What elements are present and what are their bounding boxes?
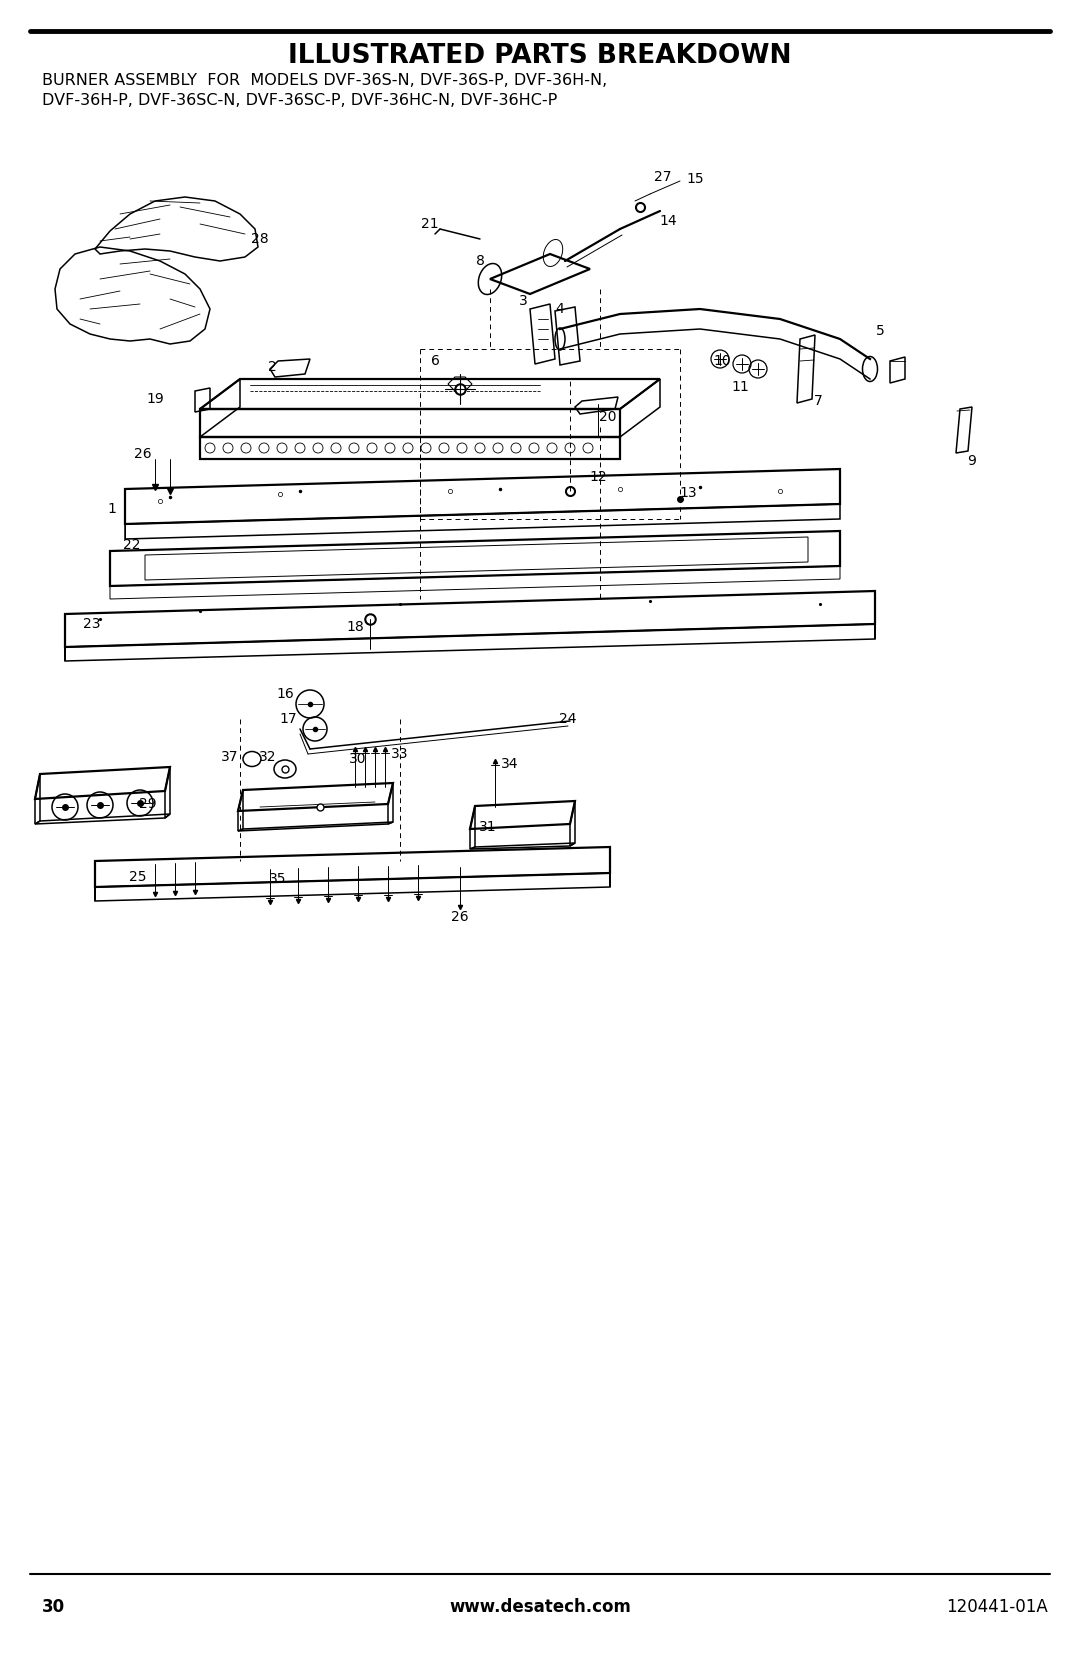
Text: 10: 10: [713, 354, 731, 367]
Text: 16: 16: [276, 688, 294, 701]
Text: 15: 15: [686, 172, 704, 185]
Text: 26: 26: [134, 447, 152, 461]
Text: 30: 30: [42, 1597, 65, 1616]
Text: 35: 35: [269, 871, 287, 886]
Text: 5: 5: [876, 324, 885, 339]
Text: 30: 30: [349, 753, 367, 766]
Text: 34: 34: [501, 758, 518, 771]
Text: 17: 17: [280, 713, 297, 726]
Text: 6: 6: [431, 354, 440, 367]
Text: 26: 26: [451, 910, 469, 925]
Text: DVF-36H-P, DVF-36SC-N, DVF-36SC-P, DVF-36HC-N, DVF-36HC-P: DVF-36H-P, DVF-36SC-N, DVF-36SC-P, DVF-3…: [42, 93, 557, 108]
Text: 18: 18: [346, 619, 364, 634]
Text: 2: 2: [268, 361, 276, 374]
Text: www.desatech.com: www.desatech.com: [449, 1597, 631, 1616]
Text: 33: 33: [391, 748, 408, 761]
Text: 22: 22: [123, 537, 140, 552]
Text: 32: 32: [259, 749, 276, 764]
Text: 8: 8: [475, 254, 485, 269]
Text: BURNER ASSEMBLY  FOR  MODELS DVF-36S-N, DVF-36S-P, DVF-36H-N,: BURNER ASSEMBLY FOR MODELS DVF-36S-N, DV…: [42, 73, 607, 88]
Text: 12: 12: [590, 471, 607, 484]
Text: 19: 19: [146, 392, 164, 406]
Text: 7: 7: [813, 394, 822, 407]
Text: 13: 13: [679, 486, 697, 501]
Text: 28: 28: [252, 232, 269, 245]
Text: 25: 25: [130, 870, 147, 885]
Text: 120441-01A: 120441-01A: [946, 1597, 1048, 1616]
Text: 31: 31: [480, 819, 497, 834]
Text: 37: 37: [221, 749, 239, 764]
Text: 21: 21: [421, 217, 438, 230]
Text: 27: 27: [654, 170, 672, 184]
Text: 14: 14: [659, 214, 677, 229]
Text: ILLUSTRATED PARTS BREAKDOWN: ILLUSTRATED PARTS BREAKDOWN: [288, 43, 792, 68]
Text: 9: 9: [968, 454, 976, 467]
Text: 4: 4: [555, 302, 565, 315]
Text: 24: 24: [559, 713, 577, 726]
Text: 1: 1: [108, 502, 117, 516]
Text: 29: 29: [139, 798, 157, 811]
Text: 20: 20: [599, 411, 617, 424]
Text: 11: 11: [731, 381, 748, 394]
Text: 23: 23: [83, 618, 100, 631]
Text: 3: 3: [518, 294, 527, 309]
